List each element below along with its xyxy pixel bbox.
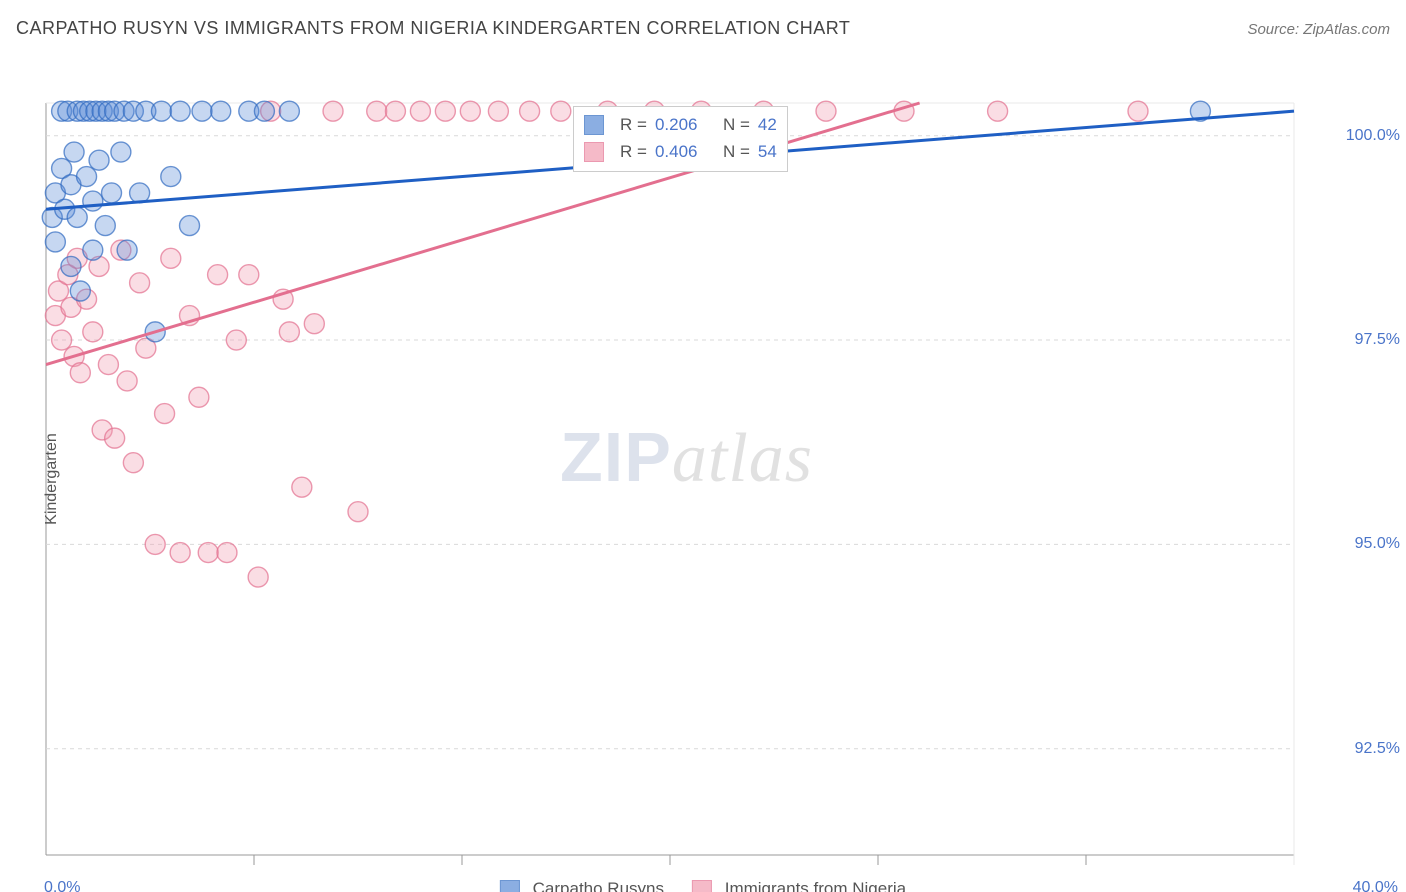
- stats-row-blue: R = 0.206 N = 42: [584, 111, 777, 138]
- stats-legend: R = 0.206 N = 42 R = 0.406 N = 54: [573, 106, 788, 172]
- swatch-blue: [500, 880, 520, 892]
- legend-label-blue: Carpatho Rusyns: [533, 879, 664, 892]
- series-legend: Carpatho Rusyns Immigrants from Nigeria: [500, 879, 906, 892]
- n-value-pink: 54: [758, 138, 777, 165]
- chart-source: Source: ZipAtlas.com: [1247, 21, 1390, 38]
- r-label: R =: [620, 111, 647, 138]
- y-tick-label: 92.5%: [1355, 740, 1400, 758]
- y-axis-label: Kindergarten: [43, 433, 61, 525]
- n-value-blue: 42: [758, 111, 777, 138]
- y-tick-label: 97.5%: [1355, 331, 1400, 349]
- chart-title: CARPATHO RUSYN VS IMMIGRANTS FROM NIGERI…: [16, 18, 850, 39]
- legend-item-pink: Immigrants from Nigeria: [692, 879, 906, 892]
- y-tick-label: 95.0%: [1355, 535, 1400, 553]
- swatch-pink: [584, 142, 604, 162]
- x-tick-max: 40.0%: [1353, 879, 1398, 892]
- r-value-pink: 0.406: [655, 138, 698, 165]
- y-tick-label: 100.0%: [1346, 127, 1400, 145]
- swatch-blue: [584, 115, 604, 135]
- stats-row-pink: R = 0.406 N = 54: [584, 138, 777, 165]
- r-value-blue: 0.206: [655, 111, 698, 138]
- n-label: N =: [723, 138, 750, 165]
- legend-label-pink: Immigrants from Nigeria: [725, 879, 906, 892]
- chart-container: Kindergarten 92.5%95.0%97.5%100.0% ZIPat…: [0, 47, 1406, 892]
- r-label: R =: [620, 138, 647, 165]
- x-tick-min: 0.0%: [44, 879, 80, 892]
- swatch-pink: [692, 880, 712, 892]
- legend-item-blue: Carpatho Rusyns: [500, 879, 664, 892]
- n-label: N =: [723, 111, 750, 138]
